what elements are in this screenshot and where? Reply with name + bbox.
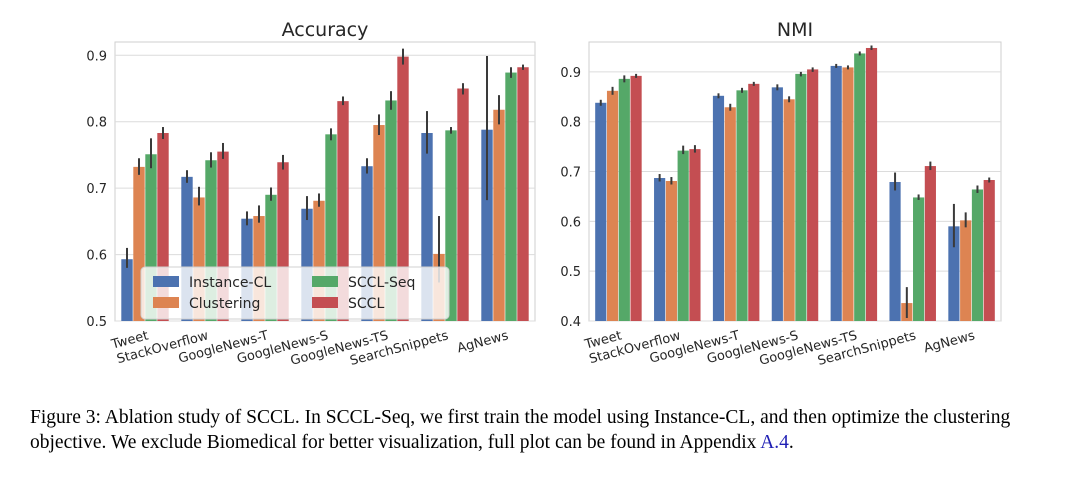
y-tick-label: 0.5 — [86, 315, 107, 330]
bar — [493, 109, 505, 321]
bar — [385, 100, 397, 321]
bar — [724, 107, 736, 321]
bar — [771, 87, 783, 322]
bar — [277, 162, 289, 321]
caption-end: . — [788, 432, 794, 453]
bar — [618, 78, 630, 321]
bar — [217, 151, 229, 321]
bar — [960, 220, 972, 321]
bar — [854, 53, 866, 322]
bar — [505, 72, 517, 321]
bar — [421, 133, 433, 321]
bar — [205, 160, 217, 321]
bar — [313, 200, 325, 321]
y-tick-label: 0.9 — [86, 49, 107, 64]
caption-text: Figure 3: Ablation study of SCCL. In SCC… — [30, 407, 1011, 453]
bar — [783, 99, 795, 321]
bar — [145, 154, 157, 321]
bar — [181, 176, 193, 321]
bar — [983, 180, 995, 321]
bar — [397, 56, 409, 321]
figure-caption: Figure 3: Ablation study of SCCL. In SCC… — [30, 405, 1060, 455]
bar — [337, 101, 349, 321]
y-tick-label: 0.7 — [560, 166, 581, 181]
bar — [830, 65, 842, 322]
bar — [630, 75, 642, 321]
bar — [193, 197, 205, 321]
y-tick-label: 0.5 — [560, 265, 581, 280]
legend: Instance-CL Clustering SCCL-Seq SCCL — [140, 266, 450, 320]
legend-label: Instance-CL — [189, 275, 271, 291]
panel-nmi: NMI0.40.50.60.70.80.9TweetStackOverflowG… — [560, 19, 1002, 369]
y-tick-label: 0.9 — [560, 66, 581, 81]
bar — [133, 166, 145, 321]
x-tick-label: AgNews — [922, 328, 977, 356]
bar — [373, 125, 385, 322]
bar — [445, 130, 457, 321]
bar — [842, 67, 854, 321]
legend-swatch — [153, 297, 179, 308]
panel-accuracy: Accuracy0.50.60.70.80.9TweetStackOverflo… — [86, 19, 536, 369]
chart-title: Accuracy — [282, 19, 369, 41]
bar — [265, 194, 277, 321]
legend-swatch — [153, 276, 179, 287]
y-tick-label: 0.7 — [86, 182, 107, 197]
bar — [795, 73, 807, 321]
bar — [481, 129, 493, 321]
bar — [913, 197, 925, 321]
y-tick-label: 0.4 — [560, 315, 581, 330]
y-tick-label: 0.8 — [86, 116, 107, 131]
bar — [606, 90, 619, 321]
bar — [736, 90, 748, 321]
bar — [595, 102, 607, 322]
bar — [301, 208, 313, 321]
bar — [865, 47, 878, 321]
bar — [748, 83, 760, 321]
bar — [121, 259, 133, 321]
legend-swatch — [312, 276, 338, 287]
x-tick-label: AgNews — [456, 328, 511, 356]
bar — [361, 166, 373, 321]
bar — [654, 178, 666, 321]
legend-box — [140, 266, 450, 320]
bar — [325, 134, 337, 321]
y-tick-label: 0.6 — [86, 249, 107, 264]
y-tick-label: 0.8 — [560, 116, 581, 131]
bar — [677, 150, 689, 321]
legend-swatch — [312, 297, 338, 308]
bar — [924, 166, 936, 321]
bar — [517, 67, 529, 321]
bar — [948, 226, 960, 321]
bar — [712, 95, 725, 321]
legend-label: Clustering — [189, 296, 260, 312]
legend-label: SCCL-Seq — [348, 275, 415, 291]
bar — [157, 133, 169, 321]
bar — [971, 189, 984, 321]
bar — [457, 88, 469, 321]
y-tick-label: 0.6 — [560, 215, 581, 230]
legend-label: SCCL — [348, 296, 384, 312]
bar — [889, 181, 901, 321]
bar — [807, 69, 819, 321]
bar — [689, 149, 701, 321]
plot-frame — [588, 41, 1002, 322]
bar — [665, 181, 677, 321]
appendix-link[interactable]: A.4 — [760, 432, 789, 453]
chart-title: NMI — [777, 19, 813, 41]
